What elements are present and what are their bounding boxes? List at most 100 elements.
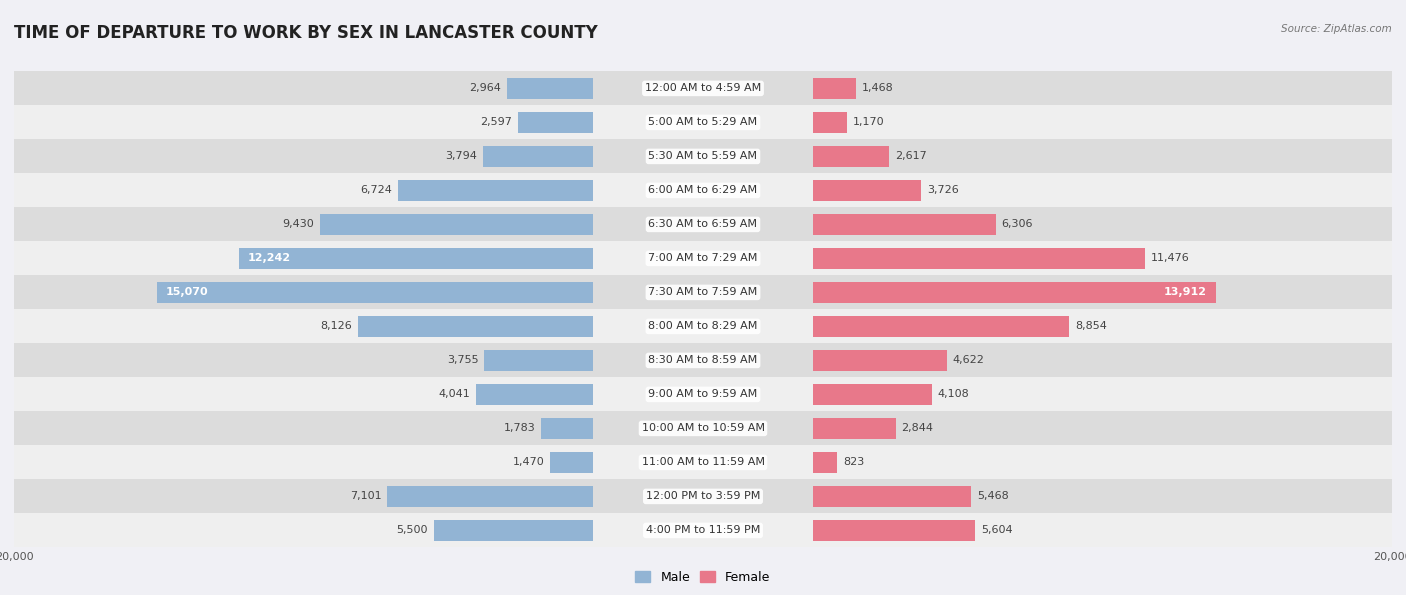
Bar <box>357 316 593 337</box>
Bar <box>541 418 593 439</box>
Text: 7,101: 7,101 <box>350 491 381 502</box>
Bar <box>550 452 593 473</box>
Text: 11,476: 11,476 <box>1152 253 1189 264</box>
Text: 6:30 AM to 6:59 AM: 6:30 AM to 6:59 AM <box>648 220 758 230</box>
Text: 3,726: 3,726 <box>927 186 959 195</box>
Bar <box>593 480 813 513</box>
Bar <box>813 248 1146 269</box>
Text: 2,964: 2,964 <box>470 83 501 93</box>
Bar <box>14 377 593 411</box>
Bar <box>813 282 1216 303</box>
Bar <box>14 105 593 139</box>
Bar <box>813 242 1392 275</box>
Text: 7:30 AM to 7:59 AM: 7:30 AM to 7:59 AM <box>648 287 758 298</box>
Bar <box>593 309 813 343</box>
Text: 1,783: 1,783 <box>503 424 536 433</box>
Text: 2,617: 2,617 <box>894 151 927 161</box>
Bar <box>14 275 593 309</box>
Text: 5,468: 5,468 <box>977 491 1010 502</box>
Bar <box>14 411 593 446</box>
Bar <box>593 343 813 377</box>
Bar <box>14 139 593 173</box>
Bar <box>156 282 593 303</box>
Bar <box>813 452 837 473</box>
Text: 5:30 AM to 5:59 AM: 5:30 AM to 5:59 AM <box>648 151 758 161</box>
Text: TIME OF DEPARTURE TO WORK BY SEX IN LANCASTER COUNTY: TIME OF DEPARTURE TO WORK BY SEX IN LANC… <box>14 24 598 42</box>
Bar <box>813 486 972 507</box>
Bar <box>813 146 889 167</box>
Text: 9:00 AM to 9:59 AM: 9:00 AM to 9:59 AM <box>648 389 758 399</box>
Text: 6,724: 6,724 <box>360 186 392 195</box>
Text: 5:00 AM to 5:29 AM: 5:00 AM to 5:29 AM <box>648 117 758 127</box>
Text: 4,041: 4,041 <box>439 389 470 399</box>
Bar <box>593 208 813 242</box>
Bar <box>593 173 813 208</box>
Bar <box>14 173 593 208</box>
Bar <box>813 418 896 439</box>
Bar <box>14 71 593 105</box>
Bar <box>813 173 1392 208</box>
Bar <box>593 446 813 480</box>
Bar <box>593 411 813 446</box>
Bar <box>14 480 593 513</box>
Bar <box>813 78 856 99</box>
Bar <box>398 180 593 201</box>
Bar <box>14 446 593 480</box>
Bar <box>484 146 593 167</box>
Bar <box>321 214 593 235</box>
Text: 6:00 AM to 6:29 AM: 6:00 AM to 6:29 AM <box>648 186 758 195</box>
Bar <box>813 520 976 541</box>
Text: 3,755: 3,755 <box>447 355 478 365</box>
Bar <box>813 112 846 133</box>
Bar <box>813 180 921 201</box>
Text: 15,070: 15,070 <box>166 287 208 298</box>
Bar <box>593 71 813 105</box>
Text: 3,794: 3,794 <box>446 151 477 161</box>
Bar <box>593 513 813 547</box>
Bar <box>593 275 813 309</box>
Text: Source: ZipAtlas.com: Source: ZipAtlas.com <box>1281 24 1392 34</box>
Bar <box>593 105 813 139</box>
Text: 12,242: 12,242 <box>247 253 291 264</box>
Text: 4,622: 4,622 <box>953 355 984 365</box>
Bar <box>14 208 593 242</box>
Bar <box>813 513 1392 547</box>
Bar <box>813 316 1070 337</box>
Bar <box>813 343 1392 377</box>
Text: 5,500: 5,500 <box>396 525 427 536</box>
Bar <box>593 377 813 411</box>
Text: 4:00 PM to 11:59 PM: 4:00 PM to 11:59 PM <box>645 525 761 536</box>
Text: 9,430: 9,430 <box>283 220 314 230</box>
Bar <box>593 139 813 173</box>
Bar <box>14 242 593 275</box>
Bar <box>14 513 593 547</box>
Text: 8,126: 8,126 <box>321 321 352 331</box>
Text: 12:00 PM to 3:59 PM: 12:00 PM to 3:59 PM <box>645 491 761 502</box>
Bar <box>484 350 593 371</box>
Bar <box>813 139 1392 173</box>
Text: 8:30 AM to 8:59 AM: 8:30 AM to 8:59 AM <box>648 355 758 365</box>
Legend: Male, Female: Male, Female <box>630 566 776 588</box>
Bar <box>813 377 1392 411</box>
Bar <box>517 112 593 133</box>
Text: 5,604: 5,604 <box>981 525 1012 536</box>
Bar <box>593 242 813 275</box>
Bar <box>813 214 995 235</box>
Text: 11:00 AM to 11:59 AM: 11:00 AM to 11:59 AM <box>641 458 765 468</box>
Text: 8,854: 8,854 <box>1076 321 1107 331</box>
Text: 2,844: 2,844 <box>901 424 934 433</box>
Bar <box>813 275 1392 309</box>
Bar <box>813 208 1392 242</box>
Bar <box>239 248 593 269</box>
Bar <box>475 384 593 405</box>
Text: 2,597: 2,597 <box>479 117 512 127</box>
Bar <box>813 71 1392 105</box>
Bar <box>813 309 1392 343</box>
Bar <box>14 309 593 343</box>
Bar <box>813 446 1392 480</box>
Text: 6,306: 6,306 <box>1001 220 1033 230</box>
Text: 7:00 AM to 7:29 AM: 7:00 AM to 7:29 AM <box>648 253 758 264</box>
Text: 1,170: 1,170 <box>853 117 884 127</box>
Bar <box>813 480 1392 513</box>
Text: 823: 823 <box>842 458 865 468</box>
